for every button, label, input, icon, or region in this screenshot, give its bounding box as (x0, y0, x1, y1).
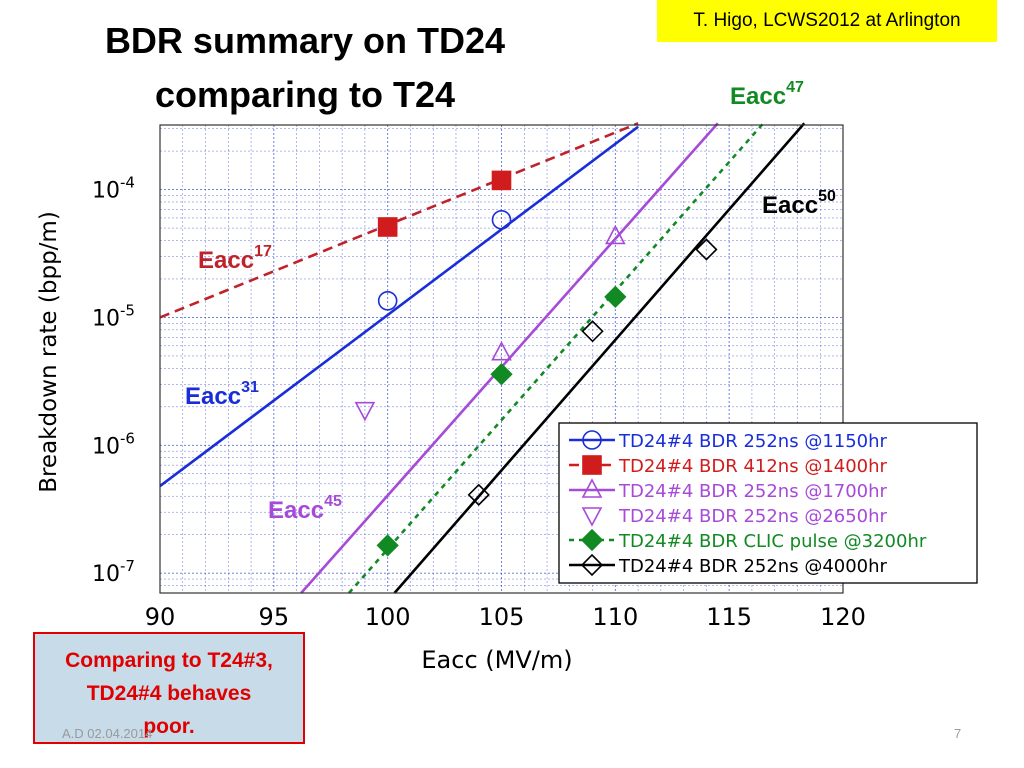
comment-line-1: Comparing to T24#3, (65, 649, 273, 672)
y-axis-label: Breakdown rate (bpp/m) (36, 211, 62, 493)
data-point (605, 224, 626, 245)
slide-title-line-1: BDR summary on TD24 (104, 20, 506, 61)
legend-marker (580, 528, 604, 552)
legend-label: TD24#4 BDR CLIC pulse @3200hr (618, 531, 927, 552)
data-markers (354, 170, 718, 557)
x-tick-label: 100 (365, 603, 411, 631)
x-axis-label: Eacc (MV/m) (421, 646, 572, 674)
legend-label: TD24#4 BDR 252ns @4000hr (618, 556, 888, 577)
legend-marker (582, 430, 602, 450)
y-tick-label: 10-6 (92, 429, 135, 459)
data-point (491, 210, 512, 230)
comment-line-3: poor. (143, 715, 195, 738)
slide-title-line-2: comparing to T24 (154, 74, 456, 115)
fit-label: Eacc50 (762, 188, 836, 219)
data-point (491, 170, 512, 191)
fit-line (159, 125, 639, 488)
page-number: 7 (954, 726, 962, 741)
x-tick-label: 105 (479, 603, 525, 631)
fit-label: Eacc17 (198, 243, 272, 274)
footer-date: A.D 02.04.2014 (62, 726, 153, 741)
y-tick-label: 10-7 (92, 557, 135, 587)
y-tick-label: 10-4 (92, 174, 135, 204)
x-tick-label: 90 (145, 603, 176, 631)
data-point (490, 363, 513, 386)
data-point (377, 290, 398, 311)
fit-label: Eacc45 (268, 493, 342, 524)
data-point (354, 401, 376, 422)
legend-label: TD24#4 BDR 252ns @2650hr (618, 506, 888, 527)
x-tick-label: 110 (592, 603, 638, 631)
data-point (376, 534, 399, 557)
legend-marker (581, 507, 603, 527)
legend-label: TD24#4 BDR 412ns @1400hr (618, 456, 888, 477)
axis-ticks: 90 95 100 105 110 115 120 10-7 10-6 10-5 10-4 (92, 174, 866, 631)
x-tick-label: 115 (706, 603, 752, 631)
legend-marker (582, 455, 602, 475)
comparison-comment: Comparing to T24#3, TD24#4 behaves poor. (33, 632, 305, 744)
fit-label: Eacc31 (185, 379, 259, 410)
comment-line-2: TD24#4 behaves (86, 682, 252, 705)
plot-frame (159, 124, 844, 594)
fit-label: Eacc47 (730, 79, 804, 110)
data-point (695, 238, 718, 261)
data-point (604, 285, 627, 308)
data-point (467, 483, 490, 506)
legend-box (558, 422, 978, 584)
legend-marker (580, 553, 604, 577)
x-tick-label: 120 (820, 603, 866, 631)
x-tick-label: 95 (259, 603, 290, 631)
chart-legend: TD24#4 BDR 252ns @1150hr TD24#4 BDR 412ns… (558, 422, 978, 584)
legend-label: TD24#4 BDR 252ns @1700hr (618, 481, 888, 502)
legend-marker (581, 478, 603, 498)
fit-line (393, 122, 806, 594)
fit-line (347, 122, 765, 594)
y-tick-label: 10-5 (92, 301, 135, 331)
fit-line (159, 122, 639, 319)
legend-label: TD24#4 BDR 252ns @1150hr (618, 431, 888, 452)
slide-title: BDR summary on TD24 comparing to T24 (60, 14, 550, 122)
data-point (491, 341, 512, 361)
data-point (581, 320, 604, 343)
author-note: T. Higo, LCWS2012 at Arlington (657, 0, 997, 42)
data-point (377, 217, 398, 237)
